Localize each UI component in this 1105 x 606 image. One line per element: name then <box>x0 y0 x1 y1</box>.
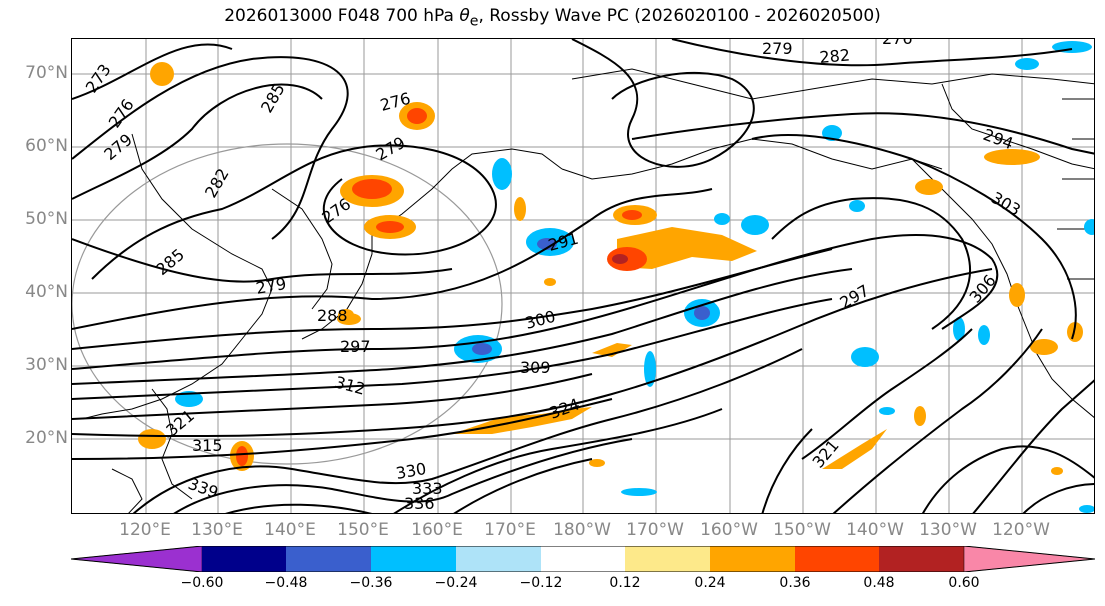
contour-label: 279 <box>100 130 136 164</box>
lon-label-140w: 140°W <box>846 520 904 540</box>
colorbar-segment <box>456 546 541 572</box>
contour-label: 273 <box>82 60 115 96</box>
colorbar-tick: −0.36 <box>349 575 393 591</box>
reference-circle <box>72 143 503 465</box>
colorbar-tick: −0.12 <box>519 575 563 591</box>
lat-label-40n: 40°N <box>25 282 68 302</box>
theta-e-contours <box>72 39 1094 513</box>
lon-label-180w: 180°W <box>553 520 611 540</box>
contour-label: 282 <box>819 45 851 67</box>
state-borders <box>1057 98 1094 280</box>
title-suffix: , Rossby Wave PC (2026020100 - 202602050… <box>478 6 881 26</box>
negative-anomalies <box>175 41 1094 513</box>
contour-label: 279 <box>373 133 409 165</box>
colorbar-tick: 0.48 <box>863 575 895 591</box>
aleutian-alaska-coast <box>561 138 943 180</box>
contour-label: 297 <box>340 337 371 356</box>
lat-label-20n: 20°N <box>25 428 68 448</box>
colorbar-segment <box>963 546 1095 572</box>
lat-label-30n: 30°N <box>25 355 68 375</box>
lon-label-130e: 130°E <box>191 520 243 540</box>
colorbar-segment <box>541 546 625 572</box>
asia-east-coast <box>81 133 273 420</box>
contour-labels: 273 276 279 282 285 276 279 276 279 285 … <box>82 39 1024 513</box>
contour-label: 282 <box>201 165 233 201</box>
map-canvas: 273 276 279 282 285 276 279 276 279 285 … <box>72 39 1094 513</box>
title-prefix: 2026013000 F048 700 hPa <box>224 6 460 26</box>
lon-label-160w: 160°W <box>700 520 758 540</box>
colorbar-tick: 0.36 <box>779 575 811 591</box>
contour-label: 309 <box>520 358 551 377</box>
contour-label: 315 <box>192 436 223 455</box>
colorbar-tick: 0.12 <box>609 575 641 591</box>
lon-label-120e: 120°E <box>119 520 171 540</box>
contour-label: 279 <box>254 274 287 298</box>
lat-label-60n: 60°N <box>25 136 68 156</box>
contour-label: 324 <box>547 394 582 422</box>
colorbar-segment <box>202 546 286 572</box>
colorbar-segment <box>625 546 710 572</box>
colorbar-segment <box>371 546 456 572</box>
lon-label-150w: 150°W <box>773 520 831 540</box>
lon-label-170w: 170°W <box>626 520 684 540</box>
contour-label: 288 <box>317 306 348 325</box>
contour-label: 297 <box>837 281 873 313</box>
colorbar-segment <box>795 546 879 572</box>
colorbar-tick: −0.48 <box>264 575 308 591</box>
lat-label-50n: 50°N <box>25 209 68 229</box>
contour-label: 336 <box>404 494 435 513</box>
colorbar-tick: −0.60 <box>180 575 224 591</box>
title-theta: θ <box>459 6 470 26</box>
title-sub: e <box>469 13 479 30</box>
lon-label-120w: 120°W <box>992 520 1050 540</box>
canada-coast <box>941 83 1094 170</box>
contour-label: 279 <box>762 39 793 58</box>
colorbar <box>71 546 1095 572</box>
lat-label-70n: 70°N <box>25 63 68 83</box>
contour-label: 312 <box>333 373 367 399</box>
colorbar-tick: 0.24 <box>694 575 726 591</box>
sakhalin-coast <box>271 188 333 310</box>
lon-label-150e: 150°E <box>337 520 389 540</box>
colorbar-segment <box>71 546 203 572</box>
colorbar-segment <box>710 546 795 572</box>
contour-label: 303 <box>988 188 1024 220</box>
map-title: 2026013000 F048 700 hPa θe, Rossby Wave … <box>0 6 1105 29</box>
lon-label-140e: 140°E <box>264 520 316 540</box>
lon-label-160e: 160°E <box>411 520 463 540</box>
southeast-asia-coast <box>111 468 143 513</box>
colorbar-tick: 0.60 <box>948 575 980 591</box>
contour-label: 294 <box>981 125 1016 153</box>
colorbar-segment <box>879 546 964 572</box>
contour-label: 333 <box>412 479 443 498</box>
colorbar-segment <box>286 546 371 572</box>
map-panel: 273 276 279 282 285 276 279 276 279 285 … <box>71 38 1095 514</box>
contour-label: 276 <box>105 95 138 131</box>
colorbar-tick: −0.24 <box>434 575 478 591</box>
lon-label-130w: 130°W <box>919 520 977 540</box>
lon-label-170e: 170°E <box>484 520 536 540</box>
positive-anomalies <box>138 62 1083 475</box>
contour-label: 276 <box>882 39 913 48</box>
